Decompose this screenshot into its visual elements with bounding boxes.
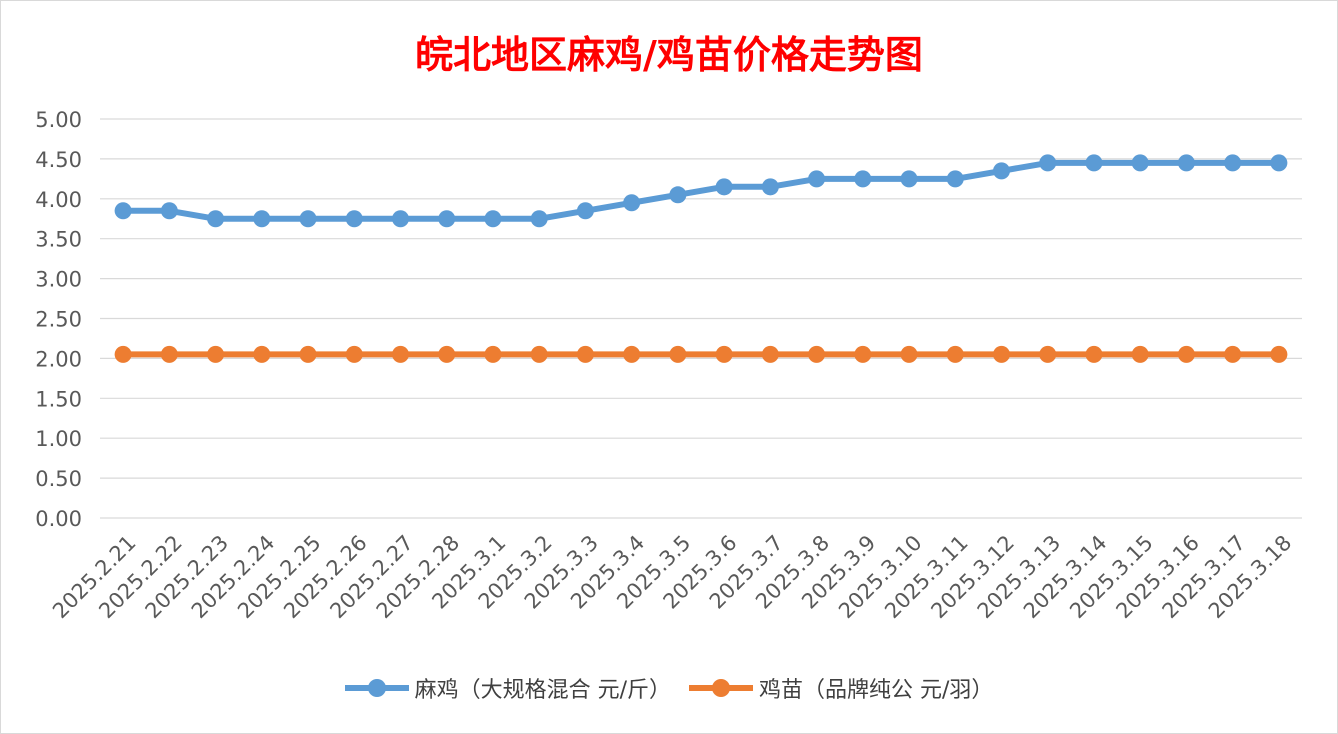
- series-1-point: [576, 202, 594, 220]
- series-1-point: [854, 170, 872, 188]
- y-tick-label: 2.50: [35, 308, 82, 332]
- series-2-point: [530, 345, 548, 363]
- series-1-point: [1131, 154, 1149, 172]
- series-2-point: [160, 345, 178, 363]
- series-1-point: [946, 170, 964, 188]
- series-1-line: [120, 159, 1282, 222]
- series-1-point: [438, 210, 456, 228]
- series-1-point: [623, 194, 641, 212]
- series-2-point: [854, 345, 872, 363]
- legend: 麻鸡（大规格混合 元/斤） 鸡苗（品牌纯公 元/羽）: [0, 672, 1338, 704]
- y-tick-label: 5.00: [35, 108, 82, 132]
- series-2-point: [253, 345, 271, 363]
- series-2-point: [900, 345, 918, 363]
- series-1-point: [253, 210, 271, 228]
- series-1-point: [207, 210, 225, 228]
- legend-label-series-1: 麻鸡（大规格混合 元/斤）: [414, 678, 671, 703]
- series-1-point: [715, 178, 733, 196]
- series-1-point: [669, 186, 687, 204]
- series-2-point: [1131, 345, 1149, 363]
- series-1-point: [392, 210, 409, 228]
- series-2-point: [993, 345, 1010, 363]
- series-1-point: [1085, 154, 1103, 172]
- series-1-point: [808, 170, 826, 188]
- y-tick-label: 2.00: [35, 347, 82, 371]
- series-2-point: [576, 345, 594, 363]
- series-1-point: [1039, 154, 1057, 172]
- series-2-point: [808, 345, 826, 363]
- legend-swatch-series-1: [344, 674, 409, 702]
- series-2-point: [299, 345, 317, 363]
- y-tick-label: 1.00: [35, 427, 82, 451]
- series-2-point: [392, 345, 409, 363]
- series-2-point: [946, 345, 964, 363]
- series-1-point: [1224, 154, 1242, 172]
- series-1-point: [1177, 154, 1195, 172]
- legend-item-series-1: 麻鸡（大规格混合 元/斤）: [344, 672, 671, 704]
- series-1-point: [530, 210, 548, 228]
- legend-item-series-2: 鸡苗（品牌纯公 元/羽）: [689, 672, 993, 704]
- series-1-point: [900, 170, 918, 188]
- legend-label-series-2: 鸡苗（品牌纯公 元/羽）: [759, 678, 994, 703]
- series-2-point: [1085, 345, 1103, 363]
- series-2-point: [1177, 345, 1195, 363]
- y-tick-label: 3.50: [35, 228, 82, 252]
- series-2-point: [1039, 345, 1057, 363]
- series-2-point: [669, 345, 687, 363]
- series-1-point: [299, 210, 317, 228]
- y-tick-label: 4.00: [35, 188, 82, 212]
- series-1-point: [160, 202, 178, 220]
- series-1-point: [761, 178, 779, 196]
- series-1-point: [1270, 154, 1288, 172]
- series-1-point: [484, 210, 502, 228]
- series-1-point: [993, 162, 1010, 180]
- chart-title: 皖北地区麻鸡/鸡苗价格走势图: [415, 32, 923, 77]
- series-2-point: [114, 345, 132, 363]
- series-2-point: [623, 345, 641, 363]
- series-2-point: [484, 345, 502, 363]
- y-tick-label: 3.00: [35, 268, 82, 292]
- series-2-point: [715, 345, 733, 363]
- y-tick-label: 0.50: [35, 467, 82, 491]
- series-1-point: [114, 202, 132, 220]
- series-2-point: [345, 345, 363, 363]
- series-2-point: [438, 345, 456, 363]
- y-tick-label: 4.50: [35, 148, 82, 172]
- series-2-point: [761, 345, 779, 363]
- series-2-point: [1270, 345, 1288, 363]
- series-1-point: [345, 210, 363, 228]
- series-2-point: [1224, 345, 1242, 363]
- y-tick-label: 1.50: [35, 387, 82, 411]
- y-tick-label: 0.00: [35, 507, 82, 531]
- legend-swatch-series-2: [689, 674, 753, 702]
- series-2-point: [207, 345, 225, 363]
